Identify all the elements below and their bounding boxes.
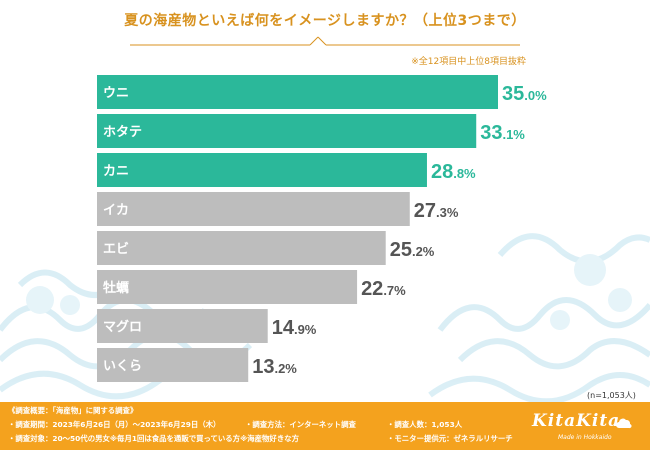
bar-category-label: マグロ <box>103 319 142 335</box>
survey-footer: 《調査概要：「海産物」に関する調査》 ・調査期間：2023年6月26日（月）～2… <box>0 402 650 450</box>
footer-provider: ・モニター提供元：ゼネラルリサーチ <box>387 434 513 443</box>
footer-count: ・調査人数：1,053人 <box>387 420 463 429</box>
bar-value-label: 27.3% <box>414 200 459 222</box>
footer-target: ・調査対象：20～50代の男女※毎月1回は食品を通販で買っている方※海産物好きな… <box>8 434 299 443</box>
bar-4 <box>97 192 410 226</box>
footer-heading: 《調査概要：「海産物」に関する調査》 <box>8 406 138 415</box>
bar-category-label: ホタテ <box>103 125 142 140</box>
bar-8 <box>97 348 249 382</box>
bar-value-label: 14.9% <box>272 317 317 339</box>
kitakita-logo: KitaKita <box>532 411 621 431</box>
bar-value-label: 33.1% <box>480 122 525 144</box>
bar-5 <box>97 231 386 265</box>
chart-title: 夏の海産物といえば何をイメージしますか？（上位3つまで） <box>124 13 526 29</box>
bar-category-label: イカ <box>103 203 129 218</box>
footer-period: ・調査期間：2023年6月26日（月）～2023年6月29日（木） <box>8 420 221 429</box>
bar-6 <box>97 270 358 304</box>
bar-category-label: カニ <box>103 164 129 179</box>
title-underline <box>130 36 520 46</box>
bar-7 <box>97 309 268 343</box>
bar-1 <box>97 75 498 109</box>
bar-value-label: 13.2% <box>252 356 297 378</box>
bar-value-label: 28.8% <box>431 161 476 183</box>
footer-method: ・調査方法：インターネット調査 <box>245 420 356 429</box>
bar-value-label: 35.0% <box>502 83 547 105</box>
bar-category-label: ウニ <box>103 86 129 101</box>
sample-size-note: (n=1,053人) <box>587 391 636 400</box>
cloud-icon <box>616 418 632 429</box>
bar-category-label: いくら <box>103 359 142 374</box>
bar-value-label: 25.2% <box>390 239 435 261</box>
bar-value-label: 22.7% <box>361 278 406 300</box>
subset-note: ※全12項目中上位8項目抜粋 <box>411 57 526 67</box>
logo-tagline: Made in Hokkaido <box>558 434 612 441</box>
bar-3 <box>97 153 427 187</box>
bar-category-label: エビ <box>103 241 129 257</box>
bar-category-label: 牡蠣 <box>103 280 129 296</box>
bar-2 <box>97 114 477 148</box>
